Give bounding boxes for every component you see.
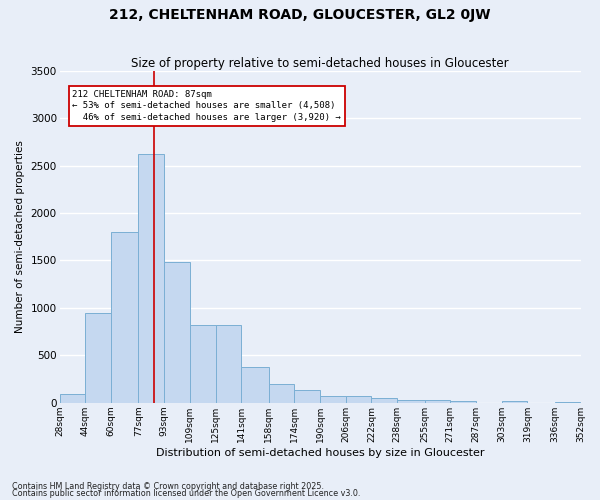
Bar <box>450 402 476 403</box>
Bar <box>215 325 241 403</box>
Bar <box>425 400 450 403</box>
Bar <box>269 384 295 403</box>
Text: Contains HM Land Registry data © Crown copyright and database right 2025.: Contains HM Land Registry data © Crown c… <box>12 482 324 491</box>
Bar <box>502 402 527 403</box>
Bar <box>346 396 371 403</box>
Title: Size of property relative to semi-detached houses in Gloucester: Size of property relative to semi-detach… <box>131 56 509 70</box>
Bar <box>85 312 111 403</box>
Bar <box>164 262 190 403</box>
Bar <box>371 398 397 403</box>
Text: Contains public sector information licensed under the Open Government Licence v3: Contains public sector information licen… <box>12 489 361 498</box>
Bar <box>59 394 85 403</box>
Bar <box>241 366 269 403</box>
Bar <box>397 400 425 403</box>
Y-axis label: Number of semi-detached properties: Number of semi-detached properties <box>15 140 25 333</box>
Bar <box>320 396 346 403</box>
Bar <box>190 325 215 403</box>
Text: 212 CHELTENHAM ROAD: 87sqm
← 53% of semi-detached houses are smaller (4,508)
  4: 212 CHELTENHAM ROAD: 87sqm ← 53% of semi… <box>73 90 341 122</box>
Text: 212, CHELTENHAM ROAD, GLOUCESTER, GL2 0JW: 212, CHELTENHAM ROAD, GLOUCESTER, GL2 0J… <box>109 8 491 22</box>
Bar <box>139 154 164 403</box>
Bar <box>111 232 139 403</box>
Bar <box>295 390 320 403</box>
X-axis label: Distribution of semi-detached houses by size in Gloucester: Distribution of semi-detached houses by … <box>156 448 484 458</box>
